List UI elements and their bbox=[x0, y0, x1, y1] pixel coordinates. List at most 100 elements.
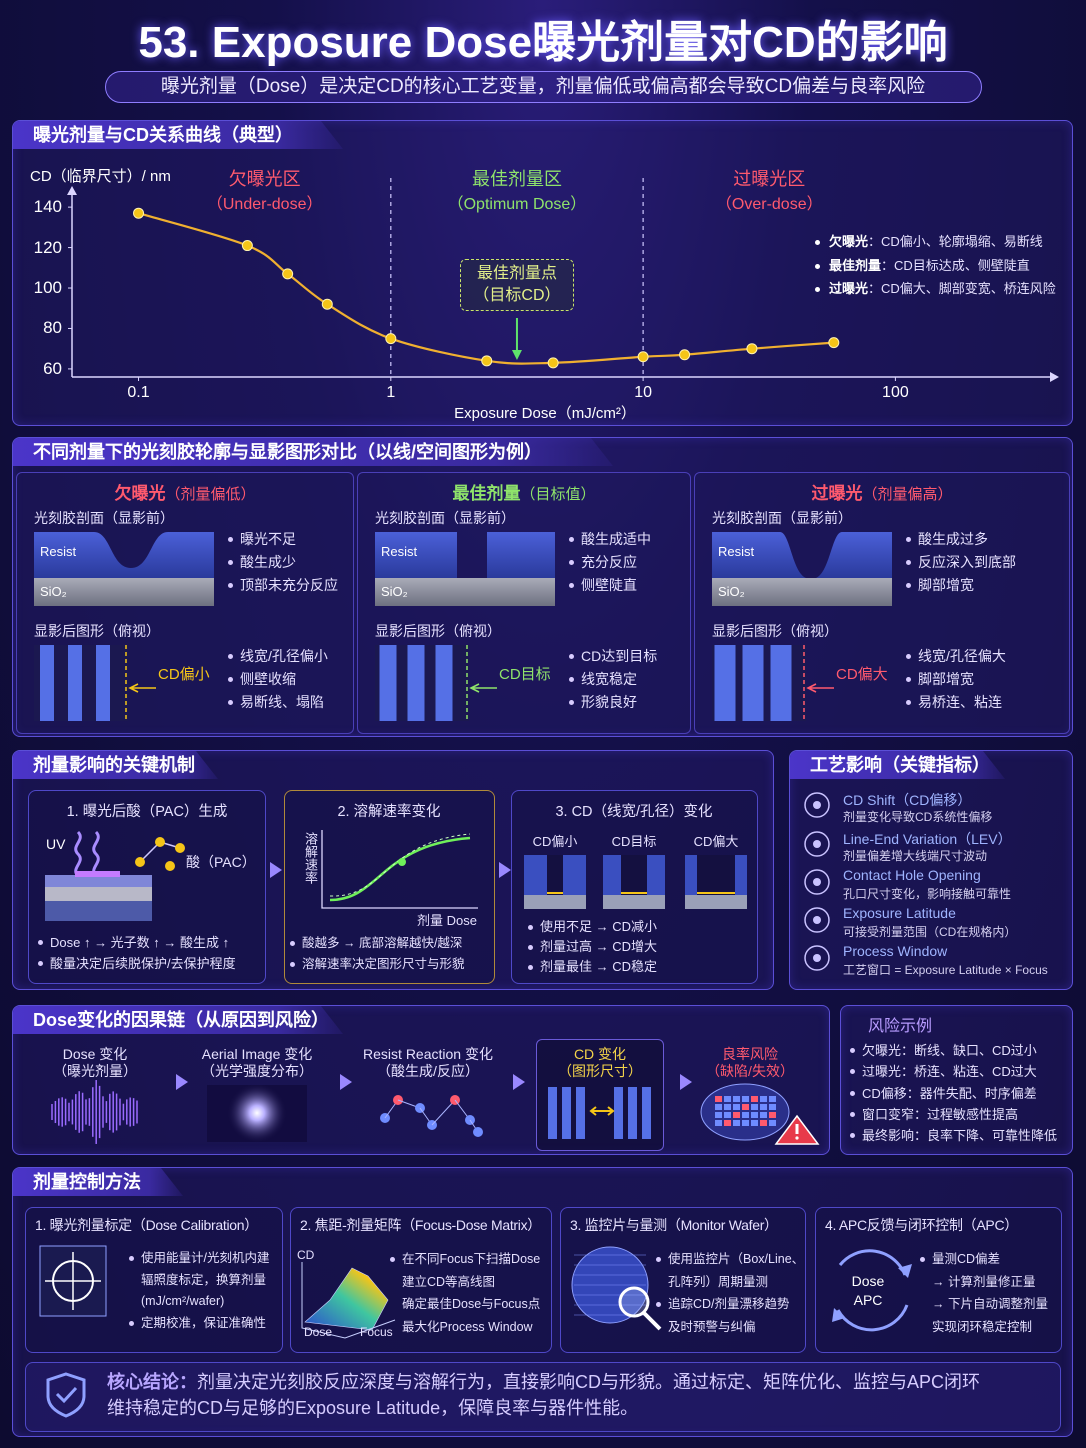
sio2-label: SiO₂ bbox=[40, 584, 67, 599]
bullet-text: 辐照度标定，换算剂量 bbox=[141, 1272, 267, 1287]
conclusion-text: 维持稳定的CD与足够的Exposure Latitude，保障良率与器件性能。 bbox=[107, 1398, 639, 1418]
bullet-text: Dose ↑ → 光子数 ↑ → 酸生成 ↑ bbox=[50, 935, 230, 950]
bullet-text: 孔阵列）周期量测 bbox=[668, 1274, 769, 1289]
panel bbox=[789, 750, 1073, 990]
die bbox=[751, 1112, 758, 1118]
chain-step-sub: （光学强度分布） bbox=[201, 1063, 313, 1079]
cd-case-label: CD偏大 bbox=[693, 834, 739, 849]
sio2-label: SiO₂ bbox=[381, 584, 408, 599]
die bbox=[724, 1096, 731, 1102]
section-title: 剂量控制方法 bbox=[13, 1168, 183, 1196]
bullet-dot bbox=[815, 240, 820, 245]
surface-axis: CD bbox=[297, 1248, 315, 1262]
sio2-layer bbox=[34, 578, 214, 606]
card-title: 2. 焦距-剂量矩阵（Focus-Dose Matrix） bbox=[300, 1217, 541, 1233]
die bbox=[715, 1096, 722, 1102]
impact-icon-core bbox=[813, 916, 821, 924]
warning-mark bbox=[795, 1124, 799, 1134]
section-title: Dose变化的因果链（从原因到风险） bbox=[13, 1006, 343, 1034]
data-point bbox=[637, 351, 649, 363]
trench bbox=[547, 855, 563, 895]
s-curve-dash bbox=[329, 833, 471, 897]
bullet-dot bbox=[920, 1256, 925, 1262]
substrate bbox=[603, 895, 665, 909]
chain-step: Dose 变化 bbox=[62, 1046, 128, 1062]
bullet-text: 使用能量计/光刻机内建 bbox=[141, 1251, 270, 1265]
conclusion-label: 核心结论： bbox=[107, 1372, 197, 1392]
bullet-text: 侧壁陡直 bbox=[581, 577, 637, 593]
bullet-text: 最大化Process Window bbox=[402, 1319, 533, 1334]
impact-desc: 工艺窗口 = Exposure Latitude × Focus bbox=[843, 963, 1048, 977]
top-view-line bbox=[742, 645, 764, 721]
bullet-dot bbox=[228, 700, 233, 705]
die bbox=[742, 1096, 749, 1102]
impact-icon-core bbox=[813, 954, 821, 962]
die bbox=[742, 1104, 749, 1110]
top-view-label: 显影后图形（俯视） bbox=[375, 623, 501, 639]
bullet-dot bbox=[850, 1112, 855, 1118]
flow-arrow bbox=[513, 1074, 525, 1090]
cd-bar bbox=[576, 1087, 585, 1139]
impact-icon-core bbox=[813, 878, 821, 886]
acid-label: 酸（PAC） bbox=[186, 854, 256, 870]
bullet-dot bbox=[906, 654, 911, 659]
die bbox=[733, 1096, 740, 1102]
die bbox=[742, 1112, 749, 1118]
bullet-text: 脚部增宽 bbox=[918, 577, 974, 593]
resist-label: Resist bbox=[718, 544, 755, 559]
data-point bbox=[746, 343, 758, 355]
surface bbox=[304, 1267, 389, 1331]
die bbox=[751, 1096, 758, 1102]
bullet-text: 反应深入到底部 bbox=[918, 554, 1016, 570]
sio2-layer bbox=[712, 578, 892, 606]
bullet-dot bbox=[228, 583, 233, 588]
bullet-text: CD偏移：器件失配、时序偏差 bbox=[862, 1085, 1037, 1101]
die bbox=[733, 1112, 740, 1118]
risk-title: 风险示例 bbox=[868, 1018, 933, 1035]
conclusion-text: 剂量决定光刻胶反应深度与溶解行为，直接影响CD与形貌。通过标定、矩阵优化、监控与… bbox=[197, 1372, 981, 1392]
note-term: 最佳剂量 bbox=[829, 257, 882, 273]
impact-desc: 可接受剂量范围（CD在规格内） bbox=[843, 925, 1017, 939]
bullet-text: 曝光不足 bbox=[240, 531, 296, 547]
bullet-text: 最终影响：良率下降、可靠性降低 bbox=[862, 1128, 1058, 1144]
bullet-text: 酸生成适中 bbox=[581, 531, 651, 547]
top-view-line bbox=[770, 645, 792, 721]
impact-icon bbox=[804, 907, 830, 933]
die bbox=[769, 1096, 776, 1102]
flow-arrow bbox=[176, 1074, 188, 1090]
card-title: 2. 溶解速率变化 bbox=[337, 804, 441, 820]
bullet-dot bbox=[228, 654, 233, 659]
die bbox=[724, 1120, 731, 1126]
bullet-text: 线宽/孔径偏大 bbox=[918, 648, 1006, 664]
molecule-atom bbox=[155, 837, 165, 847]
bullet-dot bbox=[228, 537, 233, 542]
magnifier bbox=[618, 1286, 650, 1318]
die bbox=[742, 1120, 749, 1126]
bullet-text: 顶部未充分反应 bbox=[240, 577, 338, 593]
bullet-dot bbox=[656, 1301, 661, 1307]
chain-step: 良率风险 bbox=[722, 1046, 778, 1062]
bullet-dot bbox=[228, 677, 233, 682]
data-point bbox=[385, 333, 397, 345]
resist-profile bbox=[34, 532, 214, 578]
exposed-zone bbox=[75, 871, 120, 877]
cd-bar bbox=[642, 1087, 651, 1139]
heading-sub: （目标值） bbox=[520, 486, 596, 503]
shield bbox=[46, 1372, 86, 1418]
chain-step: Aerial Image 变化 bbox=[201, 1046, 313, 1062]
x-axis-label: Exposure Dose（mJ/cm²） bbox=[454, 405, 636, 422]
note-text: ：CD偏大、脚部变宽、桥连风险 bbox=[868, 281, 1056, 296]
resist-label: Resist bbox=[40, 544, 77, 559]
chain-step-sub: （曝光剂量） bbox=[53, 1063, 137, 1079]
die bbox=[760, 1104, 767, 1110]
cd-label: CD偏大 bbox=[836, 666, 888, 683]
bullet-text: 酸生成少 bbox=[240, 554, 296, 570]
bullet-dot bbox=[129, 1256, 134, 1262]
die bbox=[760, 1112, 767, 1118]
impact-desc: 孔口尺寸变化，影响接触可靠性 bbox=[843, 887, 1012, 901]
cd-change-arrow bbox=[589, 1106, 615, 1116]
atom bbox=[473, 1127, 483, 1137]
y-tick-label: 60 bbox=[43, 358, 62, 378]
impact-name: Line-End Variation（LEV） bbox=[843, 831, 1012, 847]
